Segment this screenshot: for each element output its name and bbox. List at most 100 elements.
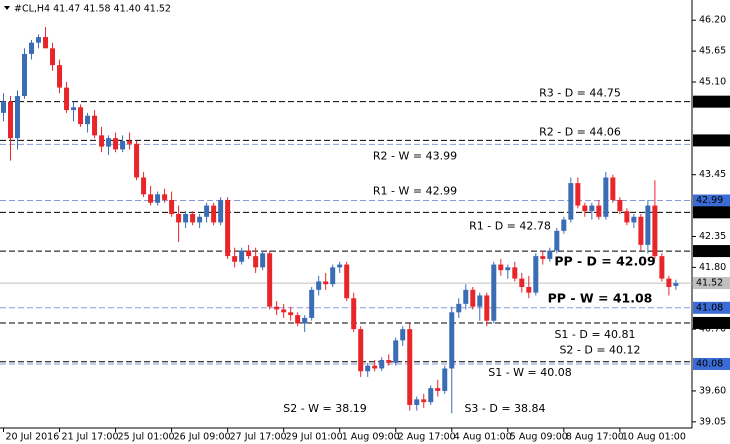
candle-body [484,295,490,321]
level-label: PP - D = 42.09 [554,254,655,269]
candle-body [428,388,434,403]
level-label: S2 - D = 40.12 [559,344,640,357]
candle-body [260,253,266,268]
candle-body [302,317,308,324]
candle-body [190,214,196,223]
candle-body [561,219,567,231]
y-tick-label: 40.70 [699,324,726,335]
x-tick-label: 26 Jul 09:00 [174,432,231,443]
candle-body [456,303,462,313]
candle-body [43,37,49,49]
level-label: R1 - D = 42.78 [469,219,551,232]
candle-body [421,399,427,403]
candle-body [316,281,322,290]
candle-body [155,194,161,203]
candle-body [232,256,238,262]
candle-body [505,267,511,271]
x-tick-label: 2 Aug 17:00 [398,432,456,443]
candle-body [603,177,609,217]
candle-body [463,289,469,304]
candle-body [533,256,539,293]
candle-body [1,101,7,113]
candle-body [442,368,448,391]
candle-body [589,205,595,212]
candle-body [281,309,287,313]
candle-body [64,87,70,111]
x-tick-label: 10 Aug 01:00 [622,432,686,443]
candle-body [645,205,651,245]
x-tick-label: 20 Jul 2016 [6,432,60,443]
candle-body [659,256,665,279]
level-label: R2 - D = 44.06 [539,125,621,138]
candle-body [15,96,21,139]
y-tick-label: 45.10 [699,77,726,88]
candle-body [358,329,364,372]
level-label: S1 - W = 40.08 [488,366,572,379]
candle-body [78,107,84,125]
y-tick-label: 45.65 [699,46,726,57]
candle-body [57,65,63,88]
price-box-label: 44.75 [696,96,723,107]
price-box [693,194,730,207]
x-tick-label: 1 Aug 09:00 [342,432,400,443]
candle-body [470,289,476,307]
y-tick-label: 41.80 [699,262,726,273]
candle-body [477,295,483,307]
candle-body [372,365,378,369]
candle-body [610,177,616,200]
candle-body [22,53,28,97]
candle-body [596,205,602,217]
candle-body [36,37,42,43]
candle-body [113,138,119,150]
candle-body [295,315,301,324]
candle-body [169,199,175,214]
candle-body [29,42,35,54]
candle-body [246,250,252,257]
candle-body [267,253,273,307]
level-label: S2 - W = 38.19 [283,402,367,415]
candle-body [435,388,441,391]
candle-body [526,287,532,293]
candle-body [666,278,672,288]
price-box-label: 41.52 [696,278,723,289]
candle-body [617,199,623,212]
candle-body [624,211,630,223]
candle-body [211,205,217,223]
candle-body [547,250,553,259]
price-box-label: 44.06 [696,135,723,146]
y-tick-label: 39.05 [699,416,726,427]
price-box [693,357,730,370]
symbol-icon [4,6,10,10]
candle-body [379,360,385,369]
candle-body [330,267,336,285]
candle-body [540,256,546,259]
x-tick-label: 21 Jul 17:00 [62,432,119,443]
price-box-label: 42.09 [696,246,723,257]
candle-body [652,205,658,257]
candle-body [50,48,56,66]
candle-body [393,340,399,363]
level-label: PP - W = 41.08 [548,290,653,305]
price-box-label: 41.08 [696,302,723,313]
x-tick-label: 4 Aug 01:00 [454,432,512,443]
candle-body [407,329,413,405]
candle-body [176,214,182,223]
candle-body [309,289,315,318]
candle-body [197,216,203,223]
candle-body [288,312,294,316]
level-label: R3 - D = 44.75 [539,87,621,100]
price-box [693,277,730,290]
price-box [693,245,730,258]
price-box-label: 40.81 [696,317,723,328]
candle-body [575,183,581,206]
candle-body [449,312,455,369]
candle-body [204,205,210,217]
candle-body [673,283,679,286]
candle-body [148,194,154,203]
candle-body [8,101,14,139]
y-tick-label: 43.45 [699,169,726,180]
chart-title: #CL,H4 41.47 41.58 41.40 41.52 [14,4,171,15]
candle-body [568,183,574,220]
